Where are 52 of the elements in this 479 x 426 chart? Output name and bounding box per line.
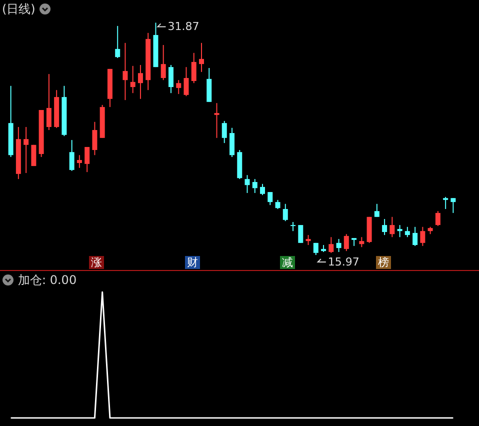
candlestick	[76, 154, 82, 168]
candlestick	[122, 42, 128, 101]
text: 财	[185, 256, 200, 269]
candlestick	[306, 234, 311, 246]
candlestick	[206, 68, 212, 102]
candlestick	[214, 102, 220, 138]
candlestick	[397, 224, 402, 238]
candlestick	[313, 242, 318, 256]
candlestick	[176, 80, 182, 95]
candlestick	[298, 224, 304, 244]
candlestick	[69, 140, 74, 172]
candlestick	[450, 198, 456, 214]
candlestick	[24, 126, 29, 174]
candlestick	[359, 236, 364, 248]
text: 减	[280, 256, 295, 269]
candlestick	[222, 120, 227, 144]
candlestick	[184, 66, 189, 97]
candlestick	[84, 146, 90, 173]
candlestick	[290, 222, 296, 232]
candlestick	[92, 121, 98, 156]
annotation: 31.87	[168, 20, 200, 34]
candlestick	[230, 127, 234, 158]
candlestick	[191, 52, 196, 84]
candlestick	[138, 64, 143, 100]
candlestick	[198, 42, 204, 72]
candlestick	[275, 199, 280, 210]
candlestick	[404, 226, 410, 238]
text: 涨	[89, 256, 104, 269]
candlestick	[435, 210, 440, 226]
candlestick	[382, 218, 388, 236]
candlestick	[130, 65, 136, 94]
chart-title: 加仓: 0.00	[18, 273, 77, 287]
candlestick	[390, 216, 395, 238]
text: 榜	[376, 256, 391, 269]
candlestick	[252, 178, 258, 194]
candlestick	[46, 74, 52, 131]
chart-title: (日线)	[2, 2, 36, 16]
candlestick	[412, 226, 418, 246]
annotation: 15.97	[328, 256, 360, 268]
candlestick	[420, 226, 426, 246]
candlestick	[160, 44, 166, 81]
candlestick	[336, 238, 342, 252]
candlestick	[328, 236, 334, 254]
candlestick	[282, 203, 288, 222]
candlestick	[374, 203, 380, 218]
candlestick	[268, 192, 273, 206]
candlestick	[244, 174, 250, 194]
candlestick	[344, 234, 349, 252]
candlestick	[443, 196, 448, 210]
candlestick	[168, 64, 174, 94]
candlestick	[260, 183, 266, 196]
candlestick	[115, 25, 120, 59]
